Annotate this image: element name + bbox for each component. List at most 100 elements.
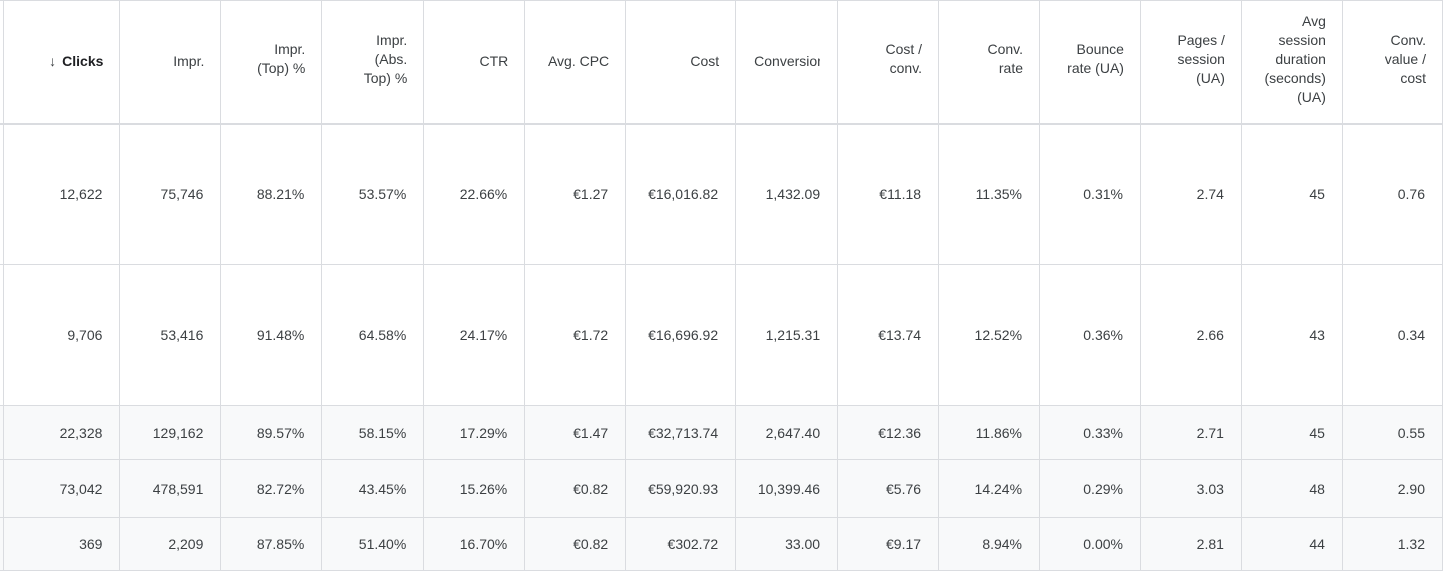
cell-impr: 129,162 [119,405,222,460]
cell-avg-session-duration: 45 [1241,123,1343,265]
cell-conv-rate: 8.94% [938,517,1041,571]
column-header-conv-value-per-cost[interactable]: Conv. value / cost [1342,0,1443,125]
cell-conv-rate: 11.35% [938,123,1041,265]
cell-bounce-rate: 0.29% [1039,459,1141,518]
cell-cost-per-conv: €13.74 [837,264,940,406]
cell-ctr: 16.70% [423,517,526,571]
table-row: 12,622 75,746 88.21% 53.57% 22.66% €1.27… [0,123,1443,265]
cell-avg-cpc: €0.82 [524,459,627,518]
column-header-cost[interactable]: Cost [625,0,737,125]
cell-conversions: 33.00 [735,517,839,571]
cell-impr-top: 87.85% [220,517,323,571]
column-header-bounce-rate[interactable]: Bounce rate (UA) [1039,0,1141,125]
summary-row: 22,328 129,162 89.57% 58.15% 17.29% €1.4… [0,405,1443,460]
cell-impr-top: 82.72% [220,459,323,518]
cell-impr-abs-top: 58.15% [321,405,425,460]
cell-bounce-rate: 0.33% [1039,405,1141,460]
cell-pages-per-session: 2.71 [1140,405,1242,460]
header-label: Bounce rate (UA) [1067,41,1124,77]
header-label: Avg. CPC [547,53,610,70]
cell-conv-value-per-cost: 0.76 [1342,123,1443,265]
row-edge [0,517,5,571]
cell-avg-cpc: €1.27 [524,123,627,265]
cell-conversions: 1,432.09 [735,123,839,265]
row-edge [0,264,5,406]
cell-pages-per-session: 2.81 [1140,517,1242,571]
cell-clicks: 9,706 [3,264,121,406]
column-header-impr-top[interactable]: Impr. (Top) % [220,0,323,125]
cell-avg-session-duration: 45 [1241,405,1343,460]
column-header-impr[interactable]: Impr. [119,0,222,125]
cell-clicks: 73,042 [3,459,121,518]
column-header-avg-session-duration[interactable]: Avg session duration (seconds) (UA) [1241,0,1343,125]
cell-bounce-rate: 0.00% [1039,517,1141,571]
cell-conv-value-per-cost: 0.55 [1342,405,1443,460]
cell-conversions: 2,647.40 [735,405,839,460]
cell-impr: 53,416 [119,264,222,406]
cell-impr-abs-top: 64.58% [321,264,425,406]
cell-cost-per-conv: €9.17 [837,517,940,571]
row-edge [0,123,5,265]
cell-impr-top: 91.48% [220,264,323,406]
cell-conversions: 1,215.31 [735,264,839,406]
cell-avg-session-duration: 43 [1241,264,1343,406]
cell-bounce-rate: 0.36% [1039,264,1141,406]
cell-bounce-rate: 0.31% [1039,123,1141,265]
cell-ctr: 17.29% [423,405,526,460]
cell-conv-value-per-cost: 0.34 [1342,264,1443,406]
column-header-impr-abs-top[interactable]: Impr. (Abs. Top) % [321,0,425,125]
cell-impr-abs-top: 53.57% [321,123,425,265]
cell-cost: €16,016.82 [625,123,737,265]
column-header-clicks[interactable]: ↓ Clicks [3,0,121,125]
cell-conv-rate: 12.52% [938,264,1041,406]
column-header-conversions[interactable]: Conversions [735,0,839,125]
header-label: Cost / conv. [885,41,923,77]
header-label: Impr. [173,53,205,70]
cell-pages-per-session: 2.74 [1140,123,1242,265]
header-label: Conv. value / cost [1384,31,1426,86]
cell-avg-cpc: €1.72 [524,264,627,406]
cell-conv-value-per-cost: 1.32 [1342,517,1443,571]
cell-impr-top: 88.21% [220,123,323,265]
cell-impr-top: 89.57% [220,405,323,460]
cell-pages-per-session: 2.66 [1140,264,1242,406]
row-edge [0,459,5,518]
cell-clicks: 22,328 [3,405,121,460]
column-header-avg-cpc[interactable]: Avg. CPC [524,0,627,125]
cell-ctr: 22.66% [423,123,526,265]
arrow-down-icon: ↓ [49,53,57,70]
cell-cost: €59,920.93 [625,459,737,518]
cell-avg-cpc: €0.82 [524,517,627,571]
header-label: Conversions [754,53,820,70]
header-label: Impr. (Top) % [257,41,306,77]
cell-avg-session-duration: 48 [1241,459,1343,518]
header-edge [0,0,5,125]
cell-conv-rate: 11.86% [938,405,1041,460]
cell-impr: 75,746 [119,123,222,265]
column-header-cost-per-conv[interactable]: Cost / conv. [837,0,940,125]
summary-row: 369 2,209 87.85% 51.40% 16.70% €0.82 €30… [0,517,1443,571]
header-label: Avg session duration (seconds) (UA) [1264,12,1326,105]
cell-impr: 478,591 [119,459,222,518]
cell-impr-abs-top: 51.40% [321,517,425,571]
cell-conv-rate: 14.24% [938,459,1041,518]
cell-cost-per-conv: €12.36 [837,405,940,460]
cell-cost: €32,713.74 [625,405,737,460]
cell-impr: 2,209 [119,517,222,571]
cell-cost: €16,696.92 [625,264,737,406]
column-header-pages-per-session[interactable]: Pages / session (UA) [1140,0,1242,125]
cell-conversions: 10,399.46 [735,459,839,518]
header-label: Pages / session (UA) [1177,31,1225,86]
cell-impr-abs-top: 43.45% [321,459,425,518]
header-label: Impr. (Abs. Top) % [363,31,408,86]
column-header-ctr[interactable]: CTR [423,0,526,125]
header-label: Clicks [62,53,104,70]
cell-cost-per-conv: €11.18 [837,123,940,265]
cell-clicks: 369 [3,517,121,571]
column-header-conv-rate[interactable]: Conv. rate [938,0,1041,125]
cell-cost-per-conv: €5.76 [837,459,940,518]
header-row: ↓ Clicks Impr. Impr. (Top) % Impr. (Abs. Top… [0,0,1443,125]
cell-ctr: 24.17% [423,264,526,406]
cell-avg-session-duration: 44 [1241,517,1343,571]
